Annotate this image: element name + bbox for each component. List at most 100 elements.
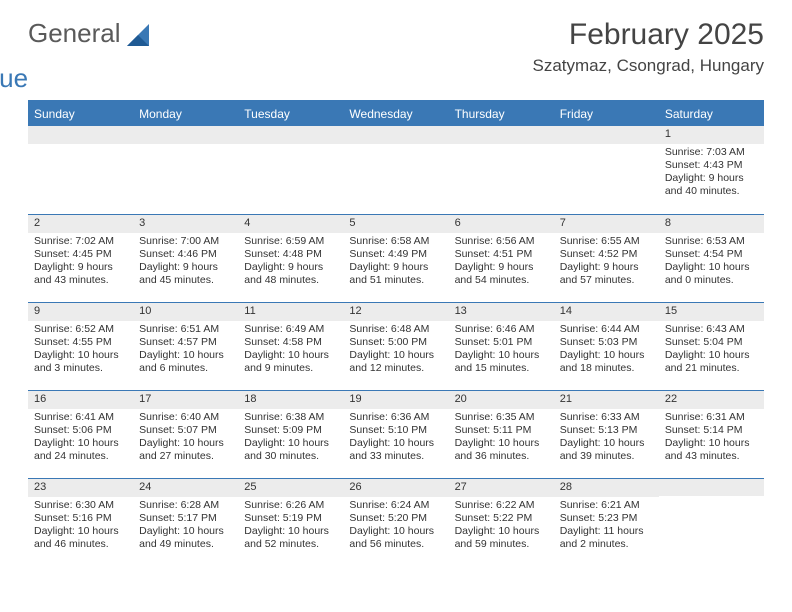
sunrise-text: Sunrise: 6:46 AM bbox=[455, 323, 548, 336]
day-number: 7 bbox=[554, 214, 659, 233]
daylight-line2: and 52 minutes. bbox=[244, 538, 337, 551]
calendar-cell: 3Sunrise: 7:00 AMSunset: 4:46 PMDaylight… bbox=[133, 214, 238, 302]
weekday-wednesday: Wednesday bbox=[343, 102, 448, 126]
daylight-line2: and 40 minutes. bbox=[665, 185, 758, 198]
empty-daynum-bar bbox=[133, 126, 238, 144]
brand-general: General bbox=[28, 18, 121, 49]
daylight-line1: Daylight: 10 hours bbox=[349, 437, 442, 450]
daylight-line2: and 59 minutes. bbox=[455, 538, 548, 551]
sunrise-text: Sunrise: 6:26 AM bbox=[244, 499, 337, 512]
sunset-text: Sunset: 5:17 PM bbox=[139, 512, 232, 525]
sunset-text: Sunset: 5:14 PM bbox=[665, 424, 758, 437]
day-body: Sunrise: 6:38 AMSunset: 5:09 PMDaylight:… bbox=[238, 409, 343, 470]
day-body: Sunrise: 6:22 AMSunset: 5:22 PMDaylight:… bbox=[449, 497, 554, 558]
sunset-text: Sunset: 4:48 PM bbox=[244, 248, 337, 261]
daylight-line1: Daylight: 10 hours bbox=[34, 525, 127, 538]
daylight-line1: Daylight: 10 hours bbox=[455, 525, 548, 538]
daylight-line1: Daylight: 10 hours bbox=[560, 437, 653, 450]
daylight-line1: Daylight: 11 hours bbox=[560, 525, 653, 538]
sunrise-text: Sunrise: 6:22 AM bbox=[455, 499, 548, 512]
sunrise-text: Sunrise: 6:33 AM bbox=[560, 411, 653, 424]
calendar-cell: 26Sunrise: 6:24 AMSunset: 5:20 PMDayligh… bbox=[343, 478, 448, 566]
calendar-cell: 1Sunrise: 7:03 AMSunset: 4:43 PMDaylight… bbox=[659, 126, 764, 214]
calendar-cell bbox=[28, 126, 133, 214]
day-body: Sunrise: 6:51 AMSunset: 4:57 PMDaylight:… bbox=[133, 321, 238, 382]
day-body: Sunrise: 7:02 AMSunset: 4:45 PMDaylight:… bbox=[28, 233, 133, 294]
sunrise-text: Sunrise: 6:55 AM bbox=[560, 235, 653, 248]
daylight-line2: and 18 minutes. bbox=[560, 362, 653, 375]
day-number: 26 bbox=[343, 478, 448, 497]
day-body: Sunrise: 7:03 AMSunset: 4:43 PMDaylight:… bbox=[659, 144, 764, 205]
day-number: 22 bbox=[659, 390, 764, 409]
sunset-text: Sunset: 5:11 PM bbox=[455, 424, 548, 437]
day-body: Sunrise: 6:35 AMSunset: 5:11 PMDaylight:… bbox=[449, 409, 554, 470]
sunset-text: Sunset: 5:16 PM bbox=[34, 512, 127, 525]
day-body: Sunrise: 6:58 AMSunset: 4:49 PMDaylight:… bbox=[343, 233, 448, 294]
daylight-line2: and 43 minutes. bbox=[34, 274, 127, 287]
sunset-text: Sunset: 4:43 PM bbox=[665, 159, 758, 172]
sunrise-text: Sunrise: 6:40 AM bbox=[139, 411, 232, 424]
sunrise-text: Sunrise: 6:24 AM bbox=[349, 499, 442, 512]
day-body: Sunrise: 6:21 AMSunset: 5:23 PMDaylight:… bbox=[554, 497, 659, 558]
calendar-cell: 4 Sunrise: 6:59 AMSunset: 4:48 PMDaylight… bbox=[238, 214, 343, 302]
day-number: 11 bbox=[238, 302, 343, 321]
day-number: 15 bbox=[659, 302, 764, 321]
sunrise-text: Sunrise: 6:43 AM bbox=[665, 323, 758, 336]
day-number: 23 bbox=[28, 478, 133, 497]
sail-icon bbox=[127, 24, 155, 48]
calendar-cell: 16Sunrise: 6:41 AMSunset: 5:06 PMDayligh… bbox=[28, 390, 133, 478]
daylight-line2: and 21 minutes. bbox=[665, 362, 758, 375]
sunrise-text: Sunrise: 7:00 AM bbox=[139, 235, 232, 248]
calendar-cell: 2Sunrise: 7:02 AMSunset: 4:45 PMDaylight… bbox=[28, 214, 133, 302]
day-number: 20 bbox=[449, 390, 554, 409]
calendar-cell: 27Sunrise: 6:22 AMSunset: 5:22 PMDayligh… bbox=[449, 478, 554, 566]
daylight-line1: Daylight: 10 hours bbox=[244, 437, 337, 450]
daylight-line1: Daylight: 9 hours bbox=[349, 261, 442, 274]
weekday-friday: Friday bbox=[554, 102, 659, 126]
day-body: Sunrise: 6:36 AMSunset: 5:10 PMDaylight:… bbox=[343, 409, 448, 470]
sunset-text: Sunset: 5:07 PM bbox=[139, 424, 232, 437]
sunrise-text: Sunrise: 6:59 AM bbox=[244, 235, 337, 248]
daylight-line2: and 57 minutes. bbox=[560, 274, 653, 287]
sunrise-text: Sunrise: 6:49 AM bbox=[244, 323, 337, 336]
weekday-monday: Monday bbox=[133, 102, 238, 126]
daylight-line1: Daylight: 10 hours bbox=[34, 437, 127, 450]
weekday-sunday: Sunday bbox=[28, 102, 133, 126]
calendar-cell bbox=[659, 478, 764, 566]
sunrise-text: Sunrise: 6:58 AM bbox=[349, 235, 442, 248]
daylight-line1: Daylight: 10 hours bbox=[349, 349, 442, 362]
sunrise-text: Sunrise: 6:38 AM bbox=[244, 411, 337, 424]
calendar-cell: 13Sunrise: 6:46 AMSunset: 5:01 PMDayligh… bbox=[449, 302, 554, 390]
calendar-cell bbox=[554, 126, 659, 214]
daylight-line1: Daylight: 9 hours bbox=[560, 261, 653, 274]
day-number: 14 bbox=[554, 302, 659, 321]
header: General Blue February 2025 Szatymaz, Cso… bbox=[28, 18, 764, 94]
day-number: 4 bbox=[238, 214, 343, 233]
day-number: 10 bbox=[133, 302, 238, 321]
sunset-text: Sunset: 5:22 PM bbox=[455, 512, 548, 525]
day-number: 28 bbox=[554, 478, 659, 497]
calendar-cell bbox=[449, 126, 554, 214]
day-body: Sunrise: 6:30 AMSunset: 5:16 PMDaylight:… bbox=[28, 497, 133, 558]
daylight-line1: Daylight: 10 hours bbox=[244, 525, 337, 538]
sunset-text: Sunset: 4:51 PM bbox=[455, 248, 548, 261]
daylight-line1: Daylight: 9 hours bbox=[244, 261, 337, 274]
sunset-text: Sunset: 5:03 PM bbox=[560, 336, 653, 349]
month-title: February 2025 bbox=[533, 18, 765, 52]
day-number: 19 bbox=[343, 390, 448, 409]
daylight-line2: and 36 minutes. bbox=[455, 450, 548, 463]
daylight-line2: and 12 minutes. bbox=[349, 362, 442, 375]
day-body: Sunrise: 6:53 AMSunset: 4:54 PMDaylight:… bbox=[659, 233, 764, 294]
weekday-tuesday: Tuesday bbox=[238, 102, 343, 126]
weekday-saturday: Saturday bbox=[659, 102, 764, 126]
daylight-line2: and 46 minutes. bbox=[34, 538, 127, 551]
daylight-line2: and 43 minutes. bbox=[665, 450, 758, 463]
sunset-text: Sunset: 5:13 PM bbox=[560, 424, 653, 437]
day-number: 5 bbox=[343, 214, 448, 233]
calendar-cell: 15Sunrise: 6:43 AMSunset: 5:04 PMDayligh… bbox=[659, 302, 764, 390]
sunrise-text: Sunrise: 6:41 AM bbox=[34, 411, 127, 424]
sunrise-text: Sunrise: 6:21 AM bbox=[560, 499, 653, 512]
daylight-line1: Daylight: 10 hours bbox=[34, 349, 127, 362]
empty-daynum-bar bbox=[238, 126, 343, 144]
sunset-text: Sunset: 5:19 PM bbox=[244, 512, 337, 525]
